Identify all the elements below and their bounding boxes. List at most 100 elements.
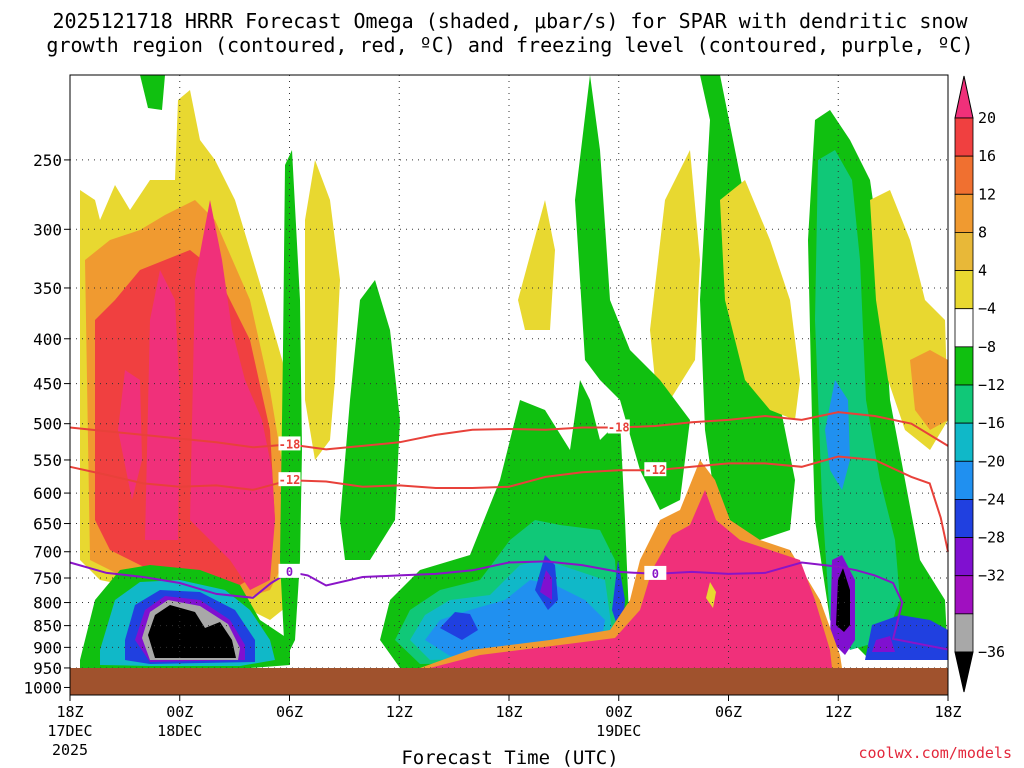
colorbar-swatch-11 xyxy=(954,499,974,538)
omega-area-black-lowleft xyxy=(148,605,236,658)
x-tick-label-36: 06Z xyxy=(715,703,742,721)
colorbar-swatch-8 xyxy=(954,384,974,424)
colorbar-tick-label-11: −28 xyxy=(978,529,1005,547)
plot-area: -18 -18 -12 -12 0 0 xyxy=(69,74,949,696)
x-tick-label-48: 18Z xyxy=(934,703,961,721)
omega-area-purple-central xyxy=(540,570,552,600)
omega-area-yellow-spot xyxy=(706,582,716,608)
colorbar-swatch-13 xyxy=(954,575,974,615)
colorbar-swatch-4 xyxy=(954,232,974,271)
y-tick-label-700: 700 xyxy=(33,543,62,562)
y-tick-label-250: 250 xyxy=(33,151,62,170)
omega-area-orange-far-right xyxy=(910,350,948,430)
x-tick-date-30: 19DEC xyxy=(596,722,641,740)
gridlines xyxy=(70,75,948,695)
colorbar-tick-label-13: −36 xyxy=(978,643,1005,661)
omega-area-navy-central-1 xyxy=(440,612,478,640)
omega-area-pink-left-2 xyxy=(190,200,275,590)
y-tick-label-350: 350 xyxy=(33,279,62,298)
x-tick-label-18: 12Z xyxy=(386,703,413,721)
colorbar-tick-label-1: 16 xyxy=(978,147,996,165)
colorbar-tick-label-12: −32 xyxy=(978,567,1005,585)
contour-label-bg xyxy=(278,436,301,451)
contour-label-2-2: -12 xyxy=(644,463,666,477)
watermark: coolwx.com/models xyxy=(858,744,1012,762)
y-tick-label-450: 450 xyxy=(33,375,62,394)
colorbar-tick-label-7: −12 xyxy=(978,376,1005,394)
y-tick-label-500: 500 xyxy=(33,415,62,434)
colorbar-tick-label-8: −16 xyxy=(978,414,1005,432)
omega-area-yellow-mid xyxy=(305,160,340,460)
y-tick-label-800: 800 xyxy=(33,594,62,613)
omega-area-green-upper-right xyxy=(575,75,690,510)
colorbar-tick-label-0: 20 xyxy=(978,109,996,127)
y-tick-label-950: 950 xyxy=(33,659,62,678)
omega-area-green-mid-2 xyxy=(340,280,400,560)
omega-area-pink-left-3 xyxy=(118,370,142,500)
colorbar-tick-label-5: −4 xyxy=(978,300,996,318)
colorbar-swatch-6 xyxy=(954,308,974,348)
chart-title: 2025121718 HRRR Forecast Omega (shaded, … xyxy=(52,9,968,33)
contour-label-1-2: -18 xyxy=(608,420,630,434)
contour-label-bg xyxy=(278,563,301,578)
omega-area-yellow-central-1 xyxy=(518,200,555,330)
x-axis-label: Forecast Time (UTC) xyxy=(401,747,618,768)
colorbar-cap-bottom xyxy=(954,651,974,693)
contour-line-2 xyxy=(69,455,949,552)
colorbar-tick-label-6: −8 xyxy=(978,338,996,356)
omega-area-purple-lower-right xyxy=(872,636,895,652)
x-tick-date-0: 17DEC xyxy=(47,722,92,740)
contour-label-1-1: -18 xyxy=(279,437,301,451)
omega-area-blue-central xyxy=(425,580,605,656)
colorbar-swatch-7 xyxy=(954,346,974,386)
colorbar-swatch-14 xyxy=(954,613,974,653)
contour-label-3-1: 0 xyxy=(286,565,293,579)
y-tick-label-600: 600 xyxy=(33,484,62,503)
y-tick-label-400: 400 xyxy=(33,330,62,349)
contour-line-3 xyxy=(69,560,949,651)
contour-label-bg xyxy=(278,472,301,487)
y-axis: 250 300 350 400 450 500 550 600 650 700 750 800 850 9… xyxy=(23,151,70,697)
contour-lines xyxy=(69,411,949,651)
omega-area-teal-far-right xyxy=(815,150,900,650)
omega-area-blue-far-right xyxy=(825,380,850,490)
omega-area-yellow-right xyxy=(720,180,800,420)
shaded-omega-field xyxy=(80,75,948,668)
omega-area-teal-lower-right xyxy=(865,520,888,590)
colorbar-swatch-3 xyxy=(954,193,974,233)
omega-area-pink-bottom xyxy=(430,490,832,668)
y-tick-label-650: 650 xyxy=(33,515,62,534)
x-tick-year-0: 2025 xyxy=(52,741,88,759)
x-tick-label-6: 00Z xyxy=(166,703,193,721)
colorbar: 20 16 12 8 4 −4 −8 −12 −16 −20 −24 −28 −32 −36 xyxy=(954,75,1005,693)
colorbar-swatch-2 xyxy=(954,155,974,195)
omega-area-black-far-right xyxy=(836,568,850,632)
contour-label-3-2: 0 xyxy=(652,567,659,581)
chart-subtitle: growth region (contoured, red, ºC) and f… xyxy=(46,33,973,57)
contour-label-bg xyxy=(607,419,630,434)
colorbar-swatch-9 xyxy=(954,422,974,462)
x-tick-label-12: 06Z xyxy=(276,703,303,721)
x-tick-label-42: 12Z xyxy=(825,703,852,721)
y-tick-label-850: 850 xyxy=(33,617,62,636)
contour-line-1 xyxy=(69,411,949,451)
y-tick-label-750: 750 xyxy=(33,569,62,588)
omega-area-green-mid-1 xyxy=(280,150,302,660)
colorbar-tick-label-9: −20 xyxy=(978,452,1005,470)
y-tick-label-300: 300 xyxy=(33,220,62,239)
ground-surface xyxy=(70,668,948,695)
colorbar-tick-label-2: 12 xyxy=(978,185,996,203)
y-tick-label-900: 900 xyxy=(33,638,62,657)
contour-label-bg xyxy=(644,462,667,477)
contour-label-bg xyxy=(644,565,667,580)
y-tick-label-550: 550 xyxy=(33,451,62,470)
x-tick-label-30: 00Z xyxy=(605,703,632,721)
omega-area-pink-left-1 xyxy=(145,270,180,540)
y-tick-label-1000: 1000 xyxy=(23,678,62,697)
colorbar-tick-label-10: −24 xyxy=(978,490,1005,508)
colorbar-swatch-5 xyxy=(954,270,974,310)
colorbar-swatch-10 xyxy=(954,460,974,500)
omega-area-green-top xyxy=(140,75,165,110)
x-tick-label-0: 18Z xyxy=(56,703,83,721)
